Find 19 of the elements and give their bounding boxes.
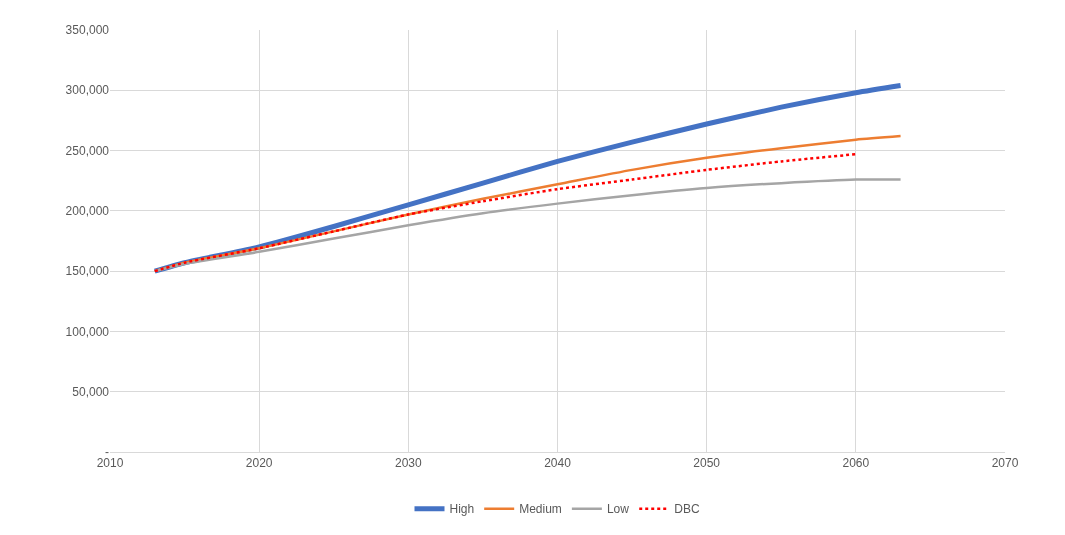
y-tick-label: 50,000 (72, 384, 110, 399)
legend-label: Medium (519, 502, 562, 517)
y-tick-label: 300,000 (65, 83, 110, 98)
x-tick-label: 2030 (394, 456, 422, 471)
legend-label: Low (606, 502, 630, 517)
y-tick-label: 200,000 (65, 204, 110, 219)
x-tick-label: 2050 (693, 456, 721, 471)
x-tick-label: 2040 (544, 456, 572, 471)
x-tick-label: 2010 (96, 456, 124, 471)
y-tick-label: 350,000 (65, 23, 110, 38)
legend-label: High (449, 502, 475, 517)
x-tick-label: 2020 (245, 456, 273, 471)
line-series (153, 152, 858, 273)
y-tick-label: 150,000 (65, 264, 110, 279)
x-tick-label: 2060 (842, 456, 870, 471)
x-tick-label: 2070 (991, 456, 1019, 471)
y-tick-label: 250,000 (65, 143, 110, 158)
y-tick-label: 100,000 (65, 324, 110, 339)
legend-label: DBC (674, 502, 700, 517)
